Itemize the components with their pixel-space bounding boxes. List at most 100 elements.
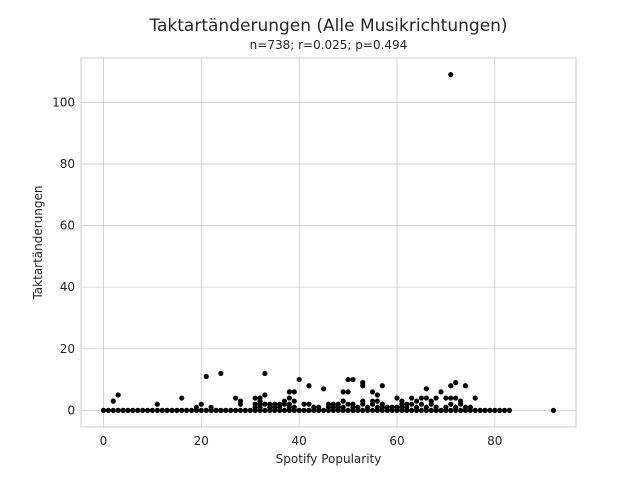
data-point: [345, 401, 351, 407]
data-point: [501, 407, 508, 413]
data-point: [379, 404, 385, 410]
y-axis-label: Taktartänderungen: [31, 185, 45, 300]
data-point: [228, 407, 234, 413]
data-point: [262, 401, 268, 407]
data-point: [443, 395, 449, 401]
data-point: [472, 395, 478, 401]
data-point: [399, 398, 405, 404]
data-point: [198, 407, 204, 413]
data-point: [418, 395, 425, 401]
data-point: [355, 404, 361, 410]
data-point: [462, 383, 469, 389]
data-point: [252, 395, 258, 401]
data-point: [135, 407, 141, 413]
data-point: [443, 404, 449, 410]
data-point: [409, 395, 415, 401]
data-point: [144, 407, 151, 413]
data-point: [286, 404, 292, 410]
data-point: [179, 407, 185, 413]
data-point: [369, 401, 376, 407]
x-tick-label: 80: [487, 434, 502, 448]
data-point: [184, 407, 190, 413]
data-point: [276, 401, 283, 407]
data-point: [448, 383, 454, 389]
data-point: [487, 407, 493, 413]
data-point: [208, 404, 214, 410]
y-tick-label: 60: [60, 219, 75, 233]
data-point: [159, 407, 165, 413]
data-point: [296, 407, 302, 413]
data-point: [389, 404, 395, 410]
data-point: [369, 389, 376, 395]
data-point: [360, 401, 366, 407]
ticks-layer: 0 20 40 60 80 0 20 40 60 80 100: [52, 95, 502, 448]
data-point: [330, 401, 336, 407]
data-point: [413, 398, 420, 404]
data-point: [115, 392, 121, 398]
data-point: [257, 395, 263, 401]
data-point: [369, 407, 376, 413]
data-point: [433, 395, 439, 401]
data-point: [448, 395, 454, 401]
data-point: [423, 404, 429, 410]
data-point: [218, 370, 224, 377]
data-point: [154, 407, 160, 413]
data-point: [321, 386, 327, 392]
data-point: [110, 407, 116, 413]
data-point: [223, 407, 229, 413]
data-point: [457, 401, 464, 407]
data-point: [286, 395, 292, 401]
y-tick-label: 100: [52, 95, 75, 109]
data-point: [306, 407, 312, 413]
data-point: [325, 401, 332, 407]
data-point: [350, 376, 356, 383]
data-point: [232, 407, 239, 413]
data-point: [154, 401, 160, 407]
data-point: [125, 407, 131, 413]
data-point: [438, 389, 444, 395]
data-point: [467, 404, 473, 410]
data-point: [550, 407, 557, 413]
data-point: [379, 383, 385, 389]
data-point: [179, 395, 185, 401]
data-point: [281, 398, 288, 404]
data-point: [497, 407, 503, 413]
data-point: [301, 401, 307, 407]
data-point: [242, 407, 248, 413]
data-point: [237, 398, 244, 404]
data-point: [262, 392, 268, 398]
data-point: [130, 407, 136, 413]
data-point: [164, 407, 170, 413]
data-point: [365, 404, 371, 410]
data-point: [306, 401, 312, 407]
data-point: [291, 404, 297, 410]
y-tick-label: 0: [67, 403, 75, 417]
x-tick-label: 40: [292, 434, 307, 448]
data-point: [267, 401, 273, 407]
data-point: [237, 407, 244, 413]
data-point: [306, 383, 312, 389]
data-point: [232, 395, 239, 401]
data-point: [360, 380, 366, 386]
data-point: [404, 404, 410, 410]
x-tick-label: 20: [194, 434, 209, 448]
data-point: [453, 395, 459, 401]
x-tick-label: 0: [100, 434, 108, 448]
data-point: [203, 373, 209, 380]
data-point: [100, 407, 107, 413]
data-point: [345, 389, 351, 395]
data-point: [506, 407, 513, 413]
chart-subtitle: n=738; r=0.025; p=0.494: [250, 38, 408, 52]
data-point: [413, 404, 420, 410]
data-point: [428, 401, 434, 407]
data-point: [350, 401, 356, 407]
data-point: [453, 380, 459, 386]
data-point: [345, 376, 351, 383]
data-point: [296, 376, 302, 383]
data-point: [188, 407, 195, 413]
y-tick-label: 80: [60, 157, 75, 171]
data-point: [340, 398, 346, 404]
data-point: [218, 407, 224, 413]
data-point: [140, 407, 146, 413]
